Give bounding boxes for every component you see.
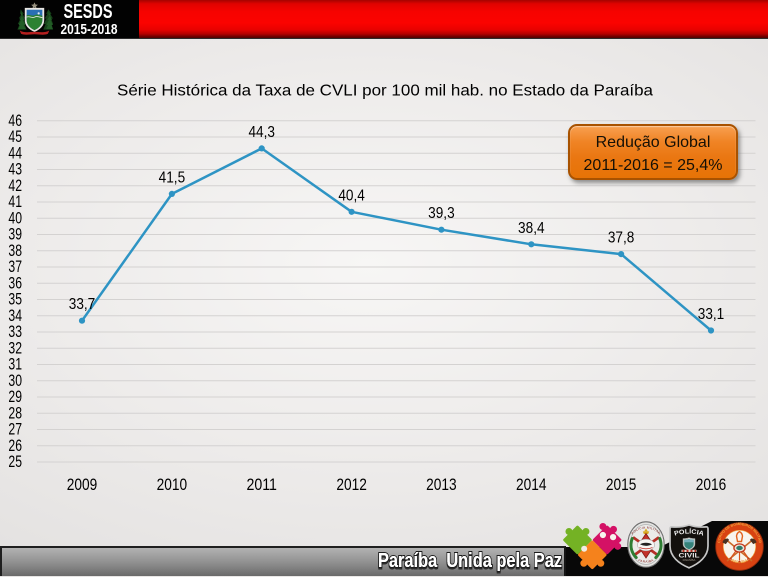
svg-text:2015-2018: 2015-2018 <box>61 22 118 38</box>
svg-text:44: 44 <box>8 143 22 162</box>
svg-text:PARAÍBA: PARAÍBA <box>638 558 655 564</box>
svg-text:29: 29 <box>8 387 22 406</box>
svg-text:2011: 2011 <box>246 475 277 494</box>
svg-text:35: 35 <box>8 290 22 309</box>
svg-text:Paraíba Unida pela Paz: Paraíba Unida pela Paz <box>378 550 562 572</box>
svg-text:2012: 2012 <box>336 475 367 494</box>
svg-text:33,7: 33,7 <box>69 296 96 313</box>
svg-text:37: 37 <box>8 257 22 276</box>
svg-text:Série Histórica da Taxa de CVL: Série Histórica da Taxa de CVLI por 100 … <box>117 83 653 100</box>
svg-text:31: 31 <box>8 355 22 374</box>
svg-text:44,3: 44,3 <box>248 124 275 141</box>
svg-text:43: 43 <box>8 160 22 179</box>
svg-text:41: 41 <box>8 192 22 211</box>
svg-text:SESDS: SESDS <box>64 1 113 23</box>
svg-text:2015: 2015 <box>606 475 637 494</box>
svg-text:27: 27 <box>8 420 22 439</box>
svg-text:45: 45 <box>8 127 22 146</box>
svg-text:42: 42 <box>8 176 22 195</box>
svg-text:39,3: 39,3 <box>428 205 455 222</box>
svg-text:40,4: 40,4 <box>338 187 365 204</box>
svg-text:2014: 2014 <box>516 475 547 494</box>
svg-text:33,1: 33,1 <box>698 306 725 323</box>
svg-text:34: 34 <box>8 306 22 325</box>
svg-text:46: 46 <box>8 111 22 130</box>
svg-text:2013: 2013 <box>426 475 457 494</box>
svg-text:28: 28 <box>8 403 22 422</box>
svg-text:38,4: 38,4 <box>518 220 545 237</box>
svg-text:26: 26 <box>8 436 22 455</box>
svg-text:33: 33 <box>8 322 22 341</box>
svg-text:2009: 2009 <box>67 475 98 494</box>
svg-text:30: 30 <box>8 371 22 390</box>
svg-text:Paraíba Unida pela Paz: Paraíba Unida pela Paz <box>378 552 562 574</box>
svg-text:40: 40 <box>8 208 22 227</box>
svg-text:2010: 2010 <box>157 475 188 494</box>
svg-text:38: 38 <box>8 241 22 260</box>
svg-text:39: 39 <box>8 225 22 244</box>
svg-text:PARAÍBA: PARAÍBA <box>683 558 696 562</box>
svg-text:41,5: 41,5 <box>159 169 186 186</box>
svg-text:32: 32 <box>8 338 22 357</box>
svg-text:36: 36 <box>8 273 22 292</box>
svg-text:2016: 2016 <box>696 475 727 494</box>
svg-text:37,8: 37,8 <box>608 230 635 247</box>
svg-text:25: 25 <box>8 452 22 471</box>
svg-text:Paraíba Unida pela Paz: Paraíba Unida pela Paz <box>378 550 562 572</box>
svg-text:CIVIL: CIVIL <box>679 553 700 560</box>
